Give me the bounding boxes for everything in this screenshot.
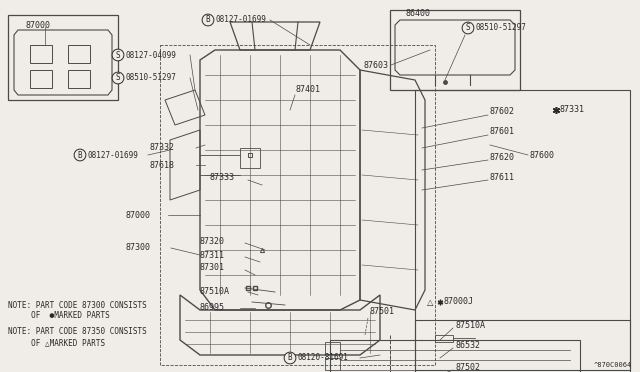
Text: 87603: 87603 <box>363 61 388 70</box>
Text: 87601: 87601 <box>490 128 515 137</box>
Text: 87618: 87618 <box>150 160 175 170</box>
Text: 87600: 87600 <box>530 151 555 160</box>
Bar <box>435 335 453 342</box>
Text: △: △ <box>427 298 433 307</box>
Text: 87311: 87311 <box>200 250 225 260</box>
Text: 87320: 87320 <box>200 237 225 247</box>
Text: 87602: 87602 <box>490 108 515 116</box>
Text: S: S <box>116 51 120 60</box>
Bar <box>325 342 340 354</box>
Text: 08127-04099: 08127-04099 <box>126 51 177 60</box>
Bar <box>325 358 340 370</box>
Text: 87401: 87401 <box>295 86 320 94</box>
Bar <box>68 45 90 63</box>
Text: NOTE: PART CODE 87350 CONSISTS: NOTE: PART CODE 87350 CONSISTS <box>8 327 147 337</box>
Bar <box>330 340 580 372</box>
Bar <box>30 70 52 88</box>
Text: 08127-01699: 08127-01699 <box>216 16 267 25</box>
Text: 08510-51297: 08510-51297 <box>476 23 527 32</box>
Text: 87510A: 87510A <box>200 288 230 296</box>
Bar <box>390 10 520 90</box>
Text: 86400: 86400 <box>405 10 430 19</box>
Bar <box>68 70 90 88</box>
Text: 08120-81691: 08120-81691 <box>298 353 349 362</box>
Text: OF △MARKED PARTS: OF △MARKED PARTS <box>8 339 105 347</box>
Text: 87502: 87502 <box>455 363 480 372</box>
Text: 87333: 87333 <box>210 173 235 183</box>
Text: S: S <box>466 23 470 32</box>
Bar <box>8 15 118 100</box>
Bar <box>415 90 630 370</box>
Text: NOTE: PART CODE 87300 CONSISTS: NOTE: PART CODE 87300 CONSISTS <box>8 301 147 310</box>
Text: OF  ●MARKED PARTS: OF ●MARKED PARTS <box>8 311 109 321</box>
Text: 87300: 87300 <box>125 244 150 253</box>
Text: 87000J: 87000J <box>443 298 473 307</box>
Text: 87000: 87000 <box>125 211 150 219</box>
Bar <box>160 45 435 365</box>
Text: 08510-51297: 08510-51297 <box>126 74 177 83</box>
Text: 87510A: 87510A <box>455 321 485 330</box>
Text: 08127-01699: 08127-01699 <box>88 151 139 160</box>
Text: 86995: 86995 <box>200 304 225 312</box>
Text: ^870C0064: ^870C0064 <box>594 362 632 368</box>
Bar <box>30 45 52 63</box>
Text: B: B <box>77 151 83 160</box>
Text: B: B <box>288 353 292 362</box>
Bar <box>240 148 260 168</box>
Text: 87332: 87332 <box>150 144 175 153</box>
Text: S: S <box>116 74 120 83</box>
Text: 87301: 87301 <box>200 263 225 273</box>
Text: B: B <box>205 16 211 25</box>
Text: 87611: 87611 <box>490 173 515 183</box>
Text: 86532: 86532 <box>455 340 480 350</box>
Text: 87501: 87501 <box>370 308 395 317</box>
Text: 87620: 87620 <box>490 154 515 163</box>
Text: 87000: 87000 <box>25 20 50 29</box>
Bar <box>415 320 630 372</box>
Text: 87331: 87331 <box>560 106 585 115</box>
